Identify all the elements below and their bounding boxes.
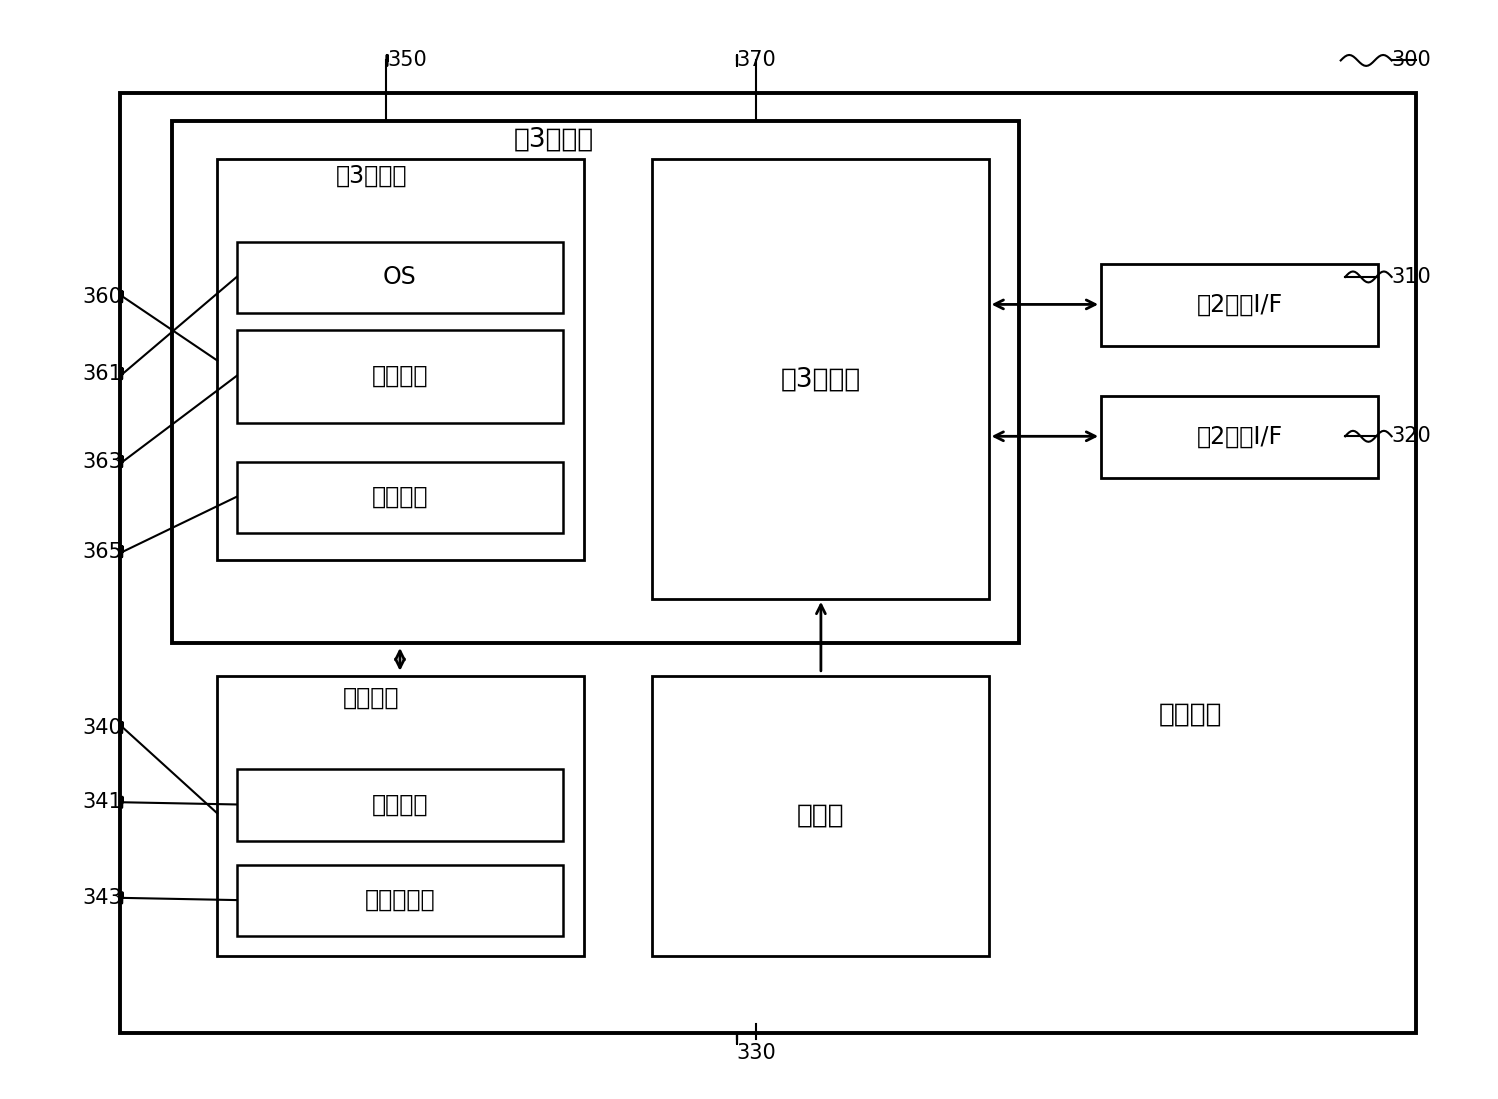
Bar xyxy=(237,242,563,313)
Text: 320: 320 xyxy=(1392,426,1431,446)
Text: 300: 300 xyxy=(1392,51,1431,70)
Text: 第2无线I/F: 第2无线I/F xyxy=(1197,292,1284,317)
Text: 330: 330 xyxy=(737,1043,776,1063)
Text: 360: 360 xyxy=(82,287,121,307)
Bar xyxy=(217,159,584,560)
Text: 操作部: 操作部 xyxy=(797,802,845,829)
Bar xyxy=(1101,396,1378,478)
Text: 370: 370 xyxy=(737,51,776,70)
Bar xyxy=(172,121,1019,643)
Text: 第3控制部: 第3控制部 xyxy=(514,126,595,153)
Bar xyxy=(652,159,989,599)
Text: 第3处理器: 第3处理器 xyxy=(780,366,861,392)
Bar xyxy=(237,462,563,533)
Text: 361: 361 xyxy=(82,364,121,384)
Text: 应用程序: 应用程序 xyxy=(372,364,428,388)
Text: OS: OS xyxy=(383,265,416,289)
Text: 第3存储部: 第3存储部 xyxy=(336,164,407,188)
Text: 363: 363 xyxy=(82,452,121,471)
Bar xyxy=(217,676,584,956)
Text: 310: 310 xyxy=(1392,267,1431,287)
Text: 343: 343 xyxy=(82,888,121,908)
Text: 触摸面板: 触摸面板 xyxy=(343,686,400,710)
Bar xyxy=(237,330,563,423)
Bar xyxy=(237,769,563,841)
Text: 第2有线I/F: 第2有线I/F xyxy=(1197,424,1284,448)
Bar xyxy=(1101,264,1378,346)
Text: 控制装置: 控制装置 xyxy=(1159,701,1222,728)
Text: 触摸传感器: 触摸传感器 xyxy=(364,888,436,912)
Text: 350: 350 xyxy=(388,51,427,70)
Text: 341: 341 xyxy=(82,792,121,812)
Text: 340: 340 xyxy=(82,718,121,737)
Text: 学习模型: 学习模型 xyxy=(372,485,428,509)
Text: 365: 365 xyxy=(82,542,121,562)
Bar xyxy=(120,93,1416,1033)
Text: 显示面板: 显示面板 xyxy=(372,792,428,817)
Bar xyxy=(237,865,563,936)
Bar xyxy=(652,676,989,956)
